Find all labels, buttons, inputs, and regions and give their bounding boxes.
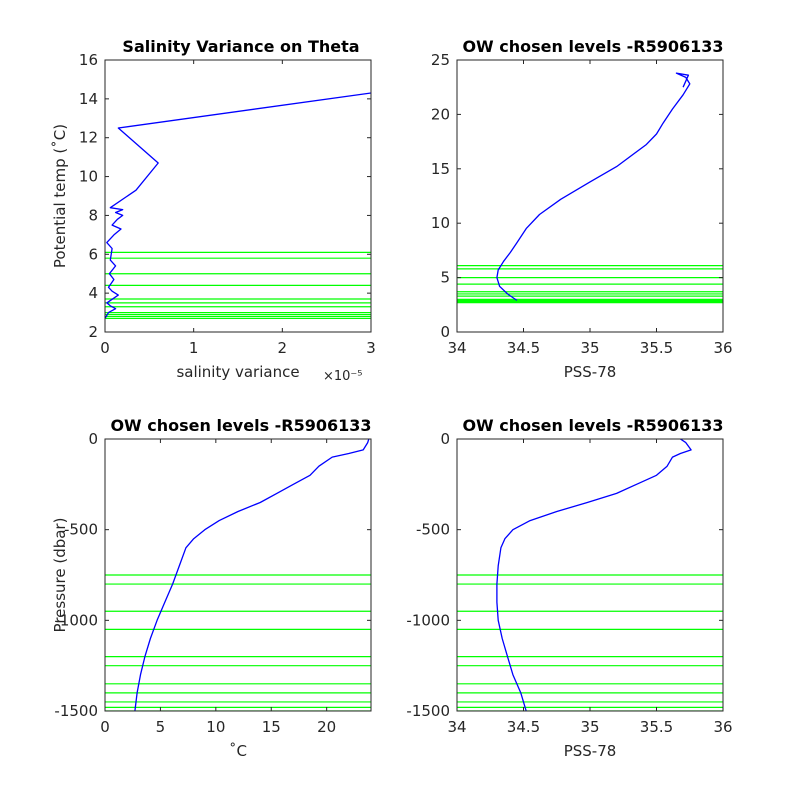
- y-tick-label: 8: [88, 206, 98, 224]
- subplot-title: OW chosen levels -R5906133: [110, 416, 371, 435]
- plot-area: [105, 92, 371, 319]
- x-tick-label: 10: [206, 718, 225, 736]
- y-tick-label: 20: [431, 105, 450, 123]
- x-tick-label: 36: [713, 339, 732, 357]
- y-tick-label: -1000: [406, 611, 450, 629]
- subplot-ll: 0 5 10 15 20 -1500 -1000 -500 0 OW chosen levels …: [51, 416, 372, 760]
- y-tick-label: 25: [431, 51, 450, 69]
- plot-area: [457, 72, 723, 304]
- x-axis-label: PSS-78: [564, 742, 617, 760]
- y-tick-label: 10: [431, 214, 450, 232]
- y-tick-label: 14: [79, 90, 98, 108]
- subplot-ur: 34 34.5 35 35.5 36 0 5 10 15 20 25 OW chosen levels…: [431, 37, 733, 381]
- x-tick-label: 34: [447, 339, 466, 357]
- x-axis-label: salinity variance: [176, 363, 299, 381]
- x-tick-label: 34: [447, 718, 466, 736]
- x-tick-label: 34.5: [507, 718, 540, 736]
- series-line: [105, 92, 371, 319]
- y-tick-label: 2: [88, 323, 98, 341]
- x-axis-label: PSS-78: [564, 363, 617, 381]
- y-tick-label: 4: [88, 284, 98, 302]
- x-tick-label: 3: [366, 339, 376, 357]
- y-tick-label: -500: [64, 521, 98, 539]
- x-tick-label: 15: [262, 718, 281, 736]
- x-tick-label: 35: [580, 718, 599, 736]
- x-tick-label: 0: [100, 339, 110, 357]
- x-axis-label: ˚C: [229, 742, 247, 760]
- x-tick-label: 5: [156, 718, 166, 736]
- y-tick-label: 0: [88, 430, 98, 448]
- x-tick-label: 0: [100, 718, 110, 736]
- y-tick-label: 0: [440, 430, 450, 448]
- series-line: [496, 439, 692, 711]
- y-axis-label: Potential temp (˚C): [51, 124, 69, 268]
- series-line: [496, 72, 691, 301]
- x-axis-exponent: ×10⁻⁵: [323, 369, 363, 384]
- x-tick-label: 35: [580, 339, 599, 357]
- y-tick-label: -1500: [54, 702, 98, 720]
- y-axis-label: Pressure (dbar): [51, 518, 69, 633]
- series-line: [134, 439, 370, 711]
- y-tick-label: 16: [79, 51, 98, 69]
- x-tick-label: 1: [189, 339, 199, 357]
- axes-background: [457, 60, 723, 332]
- y-tick-label: -500: [416, 521, 450, 539]
- subplot-title: Salinity Variance on Theta: [122, 37, 359, 56]
- y-tick-label: 10: [79, 168, 98, 186]
- x-tick-label: 2: [278, 339, 288, 357]
- subplot-lr: 34 34.5 35 35.5 36 -1500 -1000 -500 0 OW chosen l…: [406, 416, 732, 760]
- y-tick-label: 15: [431, 160, 450, 178]
- x-tick-label: 35.5: [640, 339, 673, 357]
- y-tick-label: 5: [440, 269, 450, 287]
- axes-background: [105, 60, 371, 332]
- x-tick-label: 20: [317, 718, 336, 736]
- axes-frame: [104, 438, 372, 712]
- plot-area: [105, 439, 371, 711]
- axes-frame: [104, 59, 372, 333]
- y-tick-label: 12: [79, 129, 98, 147]
- x-tick-label: 34.5: [507, 339, 540, 357]
- subplot-title: OW chosen levels -R5906133: [462, 37, 723, 56]
- y-tick-label: 0: [440, 323, 450, 341]
- y-tick-label: -1000: [54, 611, 98, 629]
- x-tick-label: 36: [713, 718, 732, 736]
- subplot-title: OW chosen levels -R5906133: [462, 416, 723, 435]
- y-tick-label: -1500: [406, 702, 450, 720]
- x-tick-label: 35.5: [640, 718, 673, 736]
- y-tick-label: 6: [88, 245, 98, 263]
